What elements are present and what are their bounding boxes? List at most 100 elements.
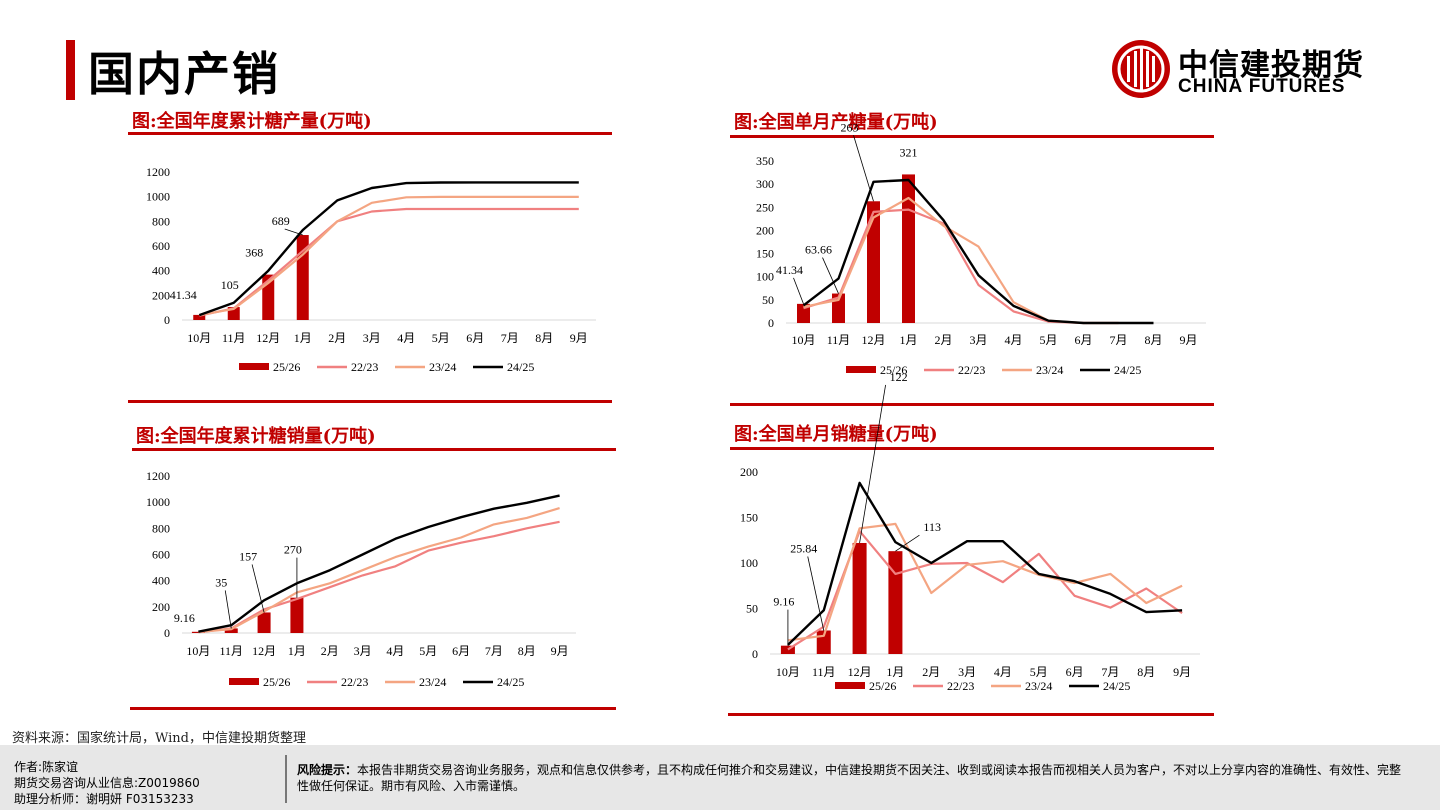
x-tick-label: 2月 [934,333,952,347]
x-tick-label: 10月 [776,665,800,679]
series-line-23/24 [198,507,560,634]
legend-label: 22/23 [947,679,974,693]
legend-label: 24/25 [1114,363,1141,377]
x-tick-label: 9月 [1179,333,1197,347]
series-line-22/23 [198,520,560,634]
brand-logo: 中信建投期货 CHINA FUTURES [1110,38,1410,102]
chart-top-rule [730,135,1214,138]
bar-25/26 [867,201,880,323]
y-tick-label: 200 [152,600,170,614]
risk-disclaimer: 风险提示：本报告非期货交易咨询业务服务，观点和信息仅供参考，且不构成任何推介和交… [297,762,1407,794]
chart-title-mon-prod: 图:全国单月产糖量(万吨) [734,112,938,133]
x-tick-label: 1月 [288,644,306,658]
data-label-leader [807,556,825,631]
data-label: 41.34 [776,263,803,277]
y-tick-label: 600 [152,548,170,562]
x-tick-label: 12月 [861,333,885,347]
y-tick-label: 150 [756,247,774,261]
logo-chinese-name: 中信建投期货 [1178,48,1364,83]
x-tick-label: 8月 [518,644,536,658]
legend-label: 25/26 [880,363,907,377]
data-label: 270 [284,543,302,557]
chart-title-cum-prod: 图:全国年度累计糖产量(万吨) [132,111,372,132]
x-tick-label: 3月 [363,331,381,345]
y-tick-label: 200 [152,288,170,302]
y-tick-label: 200 [740,465,758,479]
data-label-leader [895,534,920,552]
assistant-line: 助理分析师：谢明妍 F03153233 [14,792,194,806]
x-tick-label: 4月 [386,644,404,658]
y-tick-label: 800 [152,214,170,228]
series-line-22/23 [803,208,1119,325]
x-tick-label: 10月 [187,331,211,345]
x-tick-label: 9月 [551,644,569,658]
x-tick-label: 2月 [321,644,339,658]
page-title: 国内产销 [88,47,280,101]
chart-top-rule [132,448,616,451]
x-tick-label: 6月 [466,331,484,345]
y-tick-label: 600 [152,239,170,253]
x-tick-label: 11月 [219,644,243,658]
legend-swatch [835,682,865,689]
series-line-23/24 [803,196,1119,325]
legend-label: 25/26 [263,675,290,689]
chart-cumulative-production: 0 200 400 600 800 1000 1200 10月 11月 12月 1月 2月 3月 4月 5月… [146,165,596,374]
data-label: 122 [890,370,908,384]
data-label-leader [284,228,303,236]
x-tick-label: 5月 [432,331,450,345]
y-tick-label: 50 [746,602,758,616]
x-tick-label: 12月 [252,644,276,658]
y-tick-label: 0 [768,316,774,330]
source-note: 资料来源：国家统计局，Wind，中信建投期货整理 [12,731,306,746]
bar-25/26 [852,542,867,654]
footer-credits: 作者:陈家谊 期货交易咨询从业信息:Z0019860 助理分析师：谢明妍 F03… [14,759,200,807]
x-tick-label: 7月 [1101,665,1119,679]
series-line-23/24 [199,195,579,317]
data-label: 321 [900,145,918,159]
legend-label: 25/26 [273,360,300,374]
x-tick-label: 2月 [922,665,940,679]
bar-25/26 [290,597,304,633]
logo-emblem-icon [1112,40,1170,98]
y-tick-label: 1000 [146,190,170,204]
legend-label: 24/25 [507,360,534,374]
y-tick-label: 1200 [146,165,170,179]
legend-label: 25/26 [869,679,896,693]
x-tick-label: 4月 [994,665,1012,679]
data-label: 157 [239,549,257,563]
legend-label: 23/24 [1025,679,1052,693]
data-label-leader [853,135,874,202]
chart-bottom-rule [728,713,1214,716]
legend-label: 23/24 [429,360,456,374]
data-label: 105 [221,278,239,292]
chart-bottom-rule [730,403,1214,406]
data-label: 689 [272,214,290,228]
legend-label: 22/23 [351,360,378,374]
x-tick-label: 7月 [485,644,503,658]
y-tick-label: 0 [164,313,170,327]
series-line-23/24 [787,522,1183,642]
series-line-24/25 [198,181,579,317]
y-tick-label: 100 [756,270,774,284]
chart-monthly-production: 0 50 100 150 200 250 300 350 10月 11月 12月 1月 2月 3月 4月 5月… [756,120,1206,377]
legend-label: 22/23 [958,363,985,377]
x-tick-label: 4月 [397,331,415,345]
data-label-leader [251,564,265,613]
data-label: 25.84 [790,541,817,555]
data-label-leader [822,257,839,294]
y-tick-label: 0 [164,626,170,640]
x-tick-label: 7月 [501,331,519,345]
chart-top-rule [128,132,612,135]
data-label: 263 [841,120,859,134]
bar-25/26 [797,303,810,323]
bar-25/26 [224,628,238,633]
legend-swatch [229,678,259,685]
bar-25/26 [780,645,795,654]
data-label: 113 [923,520,941,534]
legend-swatch [239,363,269,370]
logo-english-name: CHINA FUTURES [1178,76,1346,97]
x-tick-label: 8月 [1144,333,1162,347]
data-label-leader [224,590,232,629]
bar-25/26 [888,551,903,654]
author-line: 作者:陈家谊 [14,760,79,774]
